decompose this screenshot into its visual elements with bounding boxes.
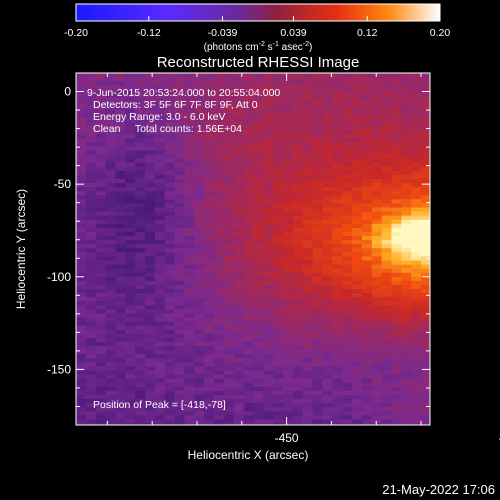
colorbar-gradient bbox=[75, 3, 441, 22]
chart-title: Reconstructed RHESSI Image bbox=[157, 54, 360, 71]
x-tick-label: -400 bbox=[499, 431, 500, 445]
heatmap-cells bbox=[76, 73, 430, 425]
plot-frame bbox=[75, 72, 431, 426]
info-line-detectors: Detectors: 3F 5F 6F 7F 8F 9F, Att 0 bbox=[93, 99, 258, 111]
colorbar-units: (photons cm-2 s-1 asec-2) bbox=[204, 41, 313, 53]
info-line-counts: Clean Total counts: 1.56E+04 bbox=[93, 123, 242, 135]
heatmap-image bbox=[76, 73, 430, 425]
colorbar: -0.20 -0.12 -0.039 0.039 0.12 0.20 (photons c… bbox=[64, 3, 450, 53]
axis-ticks: -450-400-3500-50-100-150 bbox=[47, 73, 500, 445]
colorbar-tick-label: -0.20 bbox=[64, 27, 88, 39]
x-axis-label: Heliocentric X (arcsec) bbox=[188, 448, 309, 462]
peak-position-label: Position of Peak = [-418,-78] bbox=[93, 399, 226, 411]
y-tick-label: 0 bbox=[64, 85, 71, 99]
info-block: 9-Jun-2015 20:53:24.000 to 20:55:04.000 … bbox=[87, 87, 280, 411]
colorbar-tick-label: 0.20 bbox=[430, 27, 451, 39]
y-tick-label: -100 bbox=[47, 270, 71, 284]
info-line-energy: Energy Range: 3.0 - 6.0 keV bbox=[93, 111, 226, 123]
colorbar-tick-label: 0.039 bbox=[280, 27, 306, 39]
timestamp: 21-May-2022 17:06 bbox=[382, 482, 495, 497]
plot-area: -450-400-3500-50-100-150 bbox=[47, 72, 500, 445]
y-axis-label: Heliocentric Y (arcsec) bbox=[14, 189, 28, 309]
colorbar-tick-label: 0.12 bbox=[357, 27, 378, 39]
colorbar-tick-label: -0.039 bbox=[208, 27, 238, 39]
y-tick-label: -50 bbox=[54, 177, 72, 191]
colorbar-tick-label: -0.12 bbox=[137, 27, 161, 39]
x-tick-label: -450 bbox=[275, 431, 299, 445]
colorbar-ticks: -0.20 -0.12 -0.039 0.039 0.12 0.20 bbox=[64, 16, 450, 39]
y-tick-label: -150 bbox=[47, 362, 71, 376]
info-line-time: 9-Jun-2015 20:53:24.000 to 20:55:04.000 bbox=[87, 87, 280, 99]
